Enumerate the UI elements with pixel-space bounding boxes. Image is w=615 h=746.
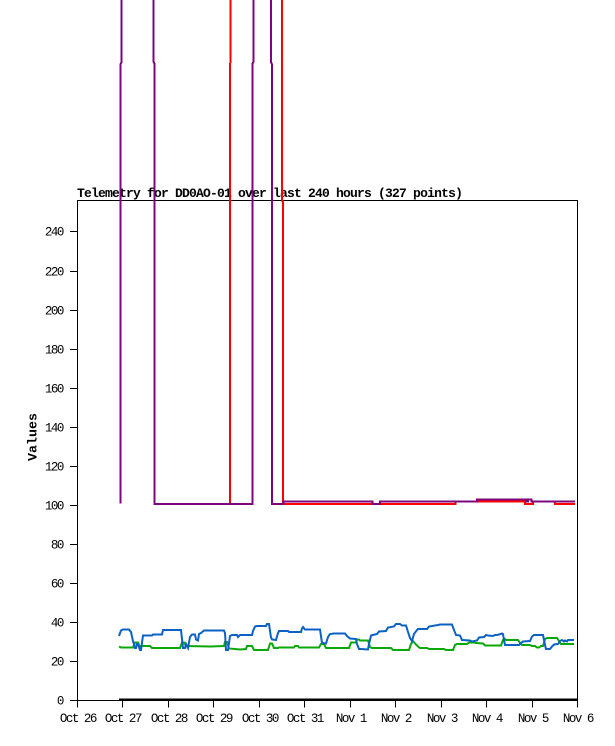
svg-text:220: 220 xyxy=(45,266,64,280)
svg-text:Oct 27: Oct 27 xyxy=(105,712,142,726)
svg-text:Nov 1: Nov 1 xyxy=(336,712,367,726)
svg-text:40: 40 xyxy=(51,617,64,631)
svg-text:60: 60 xyxy=(51,578,64,592)
svg-text:Nov 3: Nov 3 xyxy=(427,712,458,726)
svg-text:Oct 30: Oct 30 xyxy=(242,712,279,726)
svg-text:200: 200 xyxy=(45,305,64,319)
svg-text:20: 20 xyxy=(51,656,64,670)
svg-text:Telemetry for DD0AO-01 over la: Telemetry for DD0AO-01 over last 240 hou… xyxy=(77,186,462,201)
svg-text:0: 0 xyxy=(57,695,64,709)
svg-text:Oct 29: Oct 29 xyxy=(196,712,233,726)
svg-text:140: 140 xyxy=(45,422,64,436)
svg-text:Oct 26: Oct 26 xyxy=(60,712,97,726)
svg-text:240: 240 xyxy=(45,226,64,240)
svg-text:120: 120 xyxy=(45,461,64,475)
svg-text:Oct 31: Oct 31 xyxy=(287,712,324,726)
svg-text:80: 80 xyxy=(51,539,64,553)
svg-text:Oct 28: Oct 28 xyxy=(151,712,188,726)
svg-text:Nov 4: Nov 4 xyxy=(472,712,503,726)
svg-text:100: 100 xyxy=(45,500,64,514)
svg-text:160: 160 xyxy=(45,383,64,397)
svg-text:Nov 5: Nov 5 xyxy=(518,712,549,726)
svg-text:Values: Values xyxy=(26,413,41,461)
svg-text:Nov 6: Nov 6 xyxy=(563,712,594,726)
svg-text:Nov 2: Nov 2 xyxy=(381,712,412,726)
svg-text:180: 180 xyxy=(45,344,64,358)
